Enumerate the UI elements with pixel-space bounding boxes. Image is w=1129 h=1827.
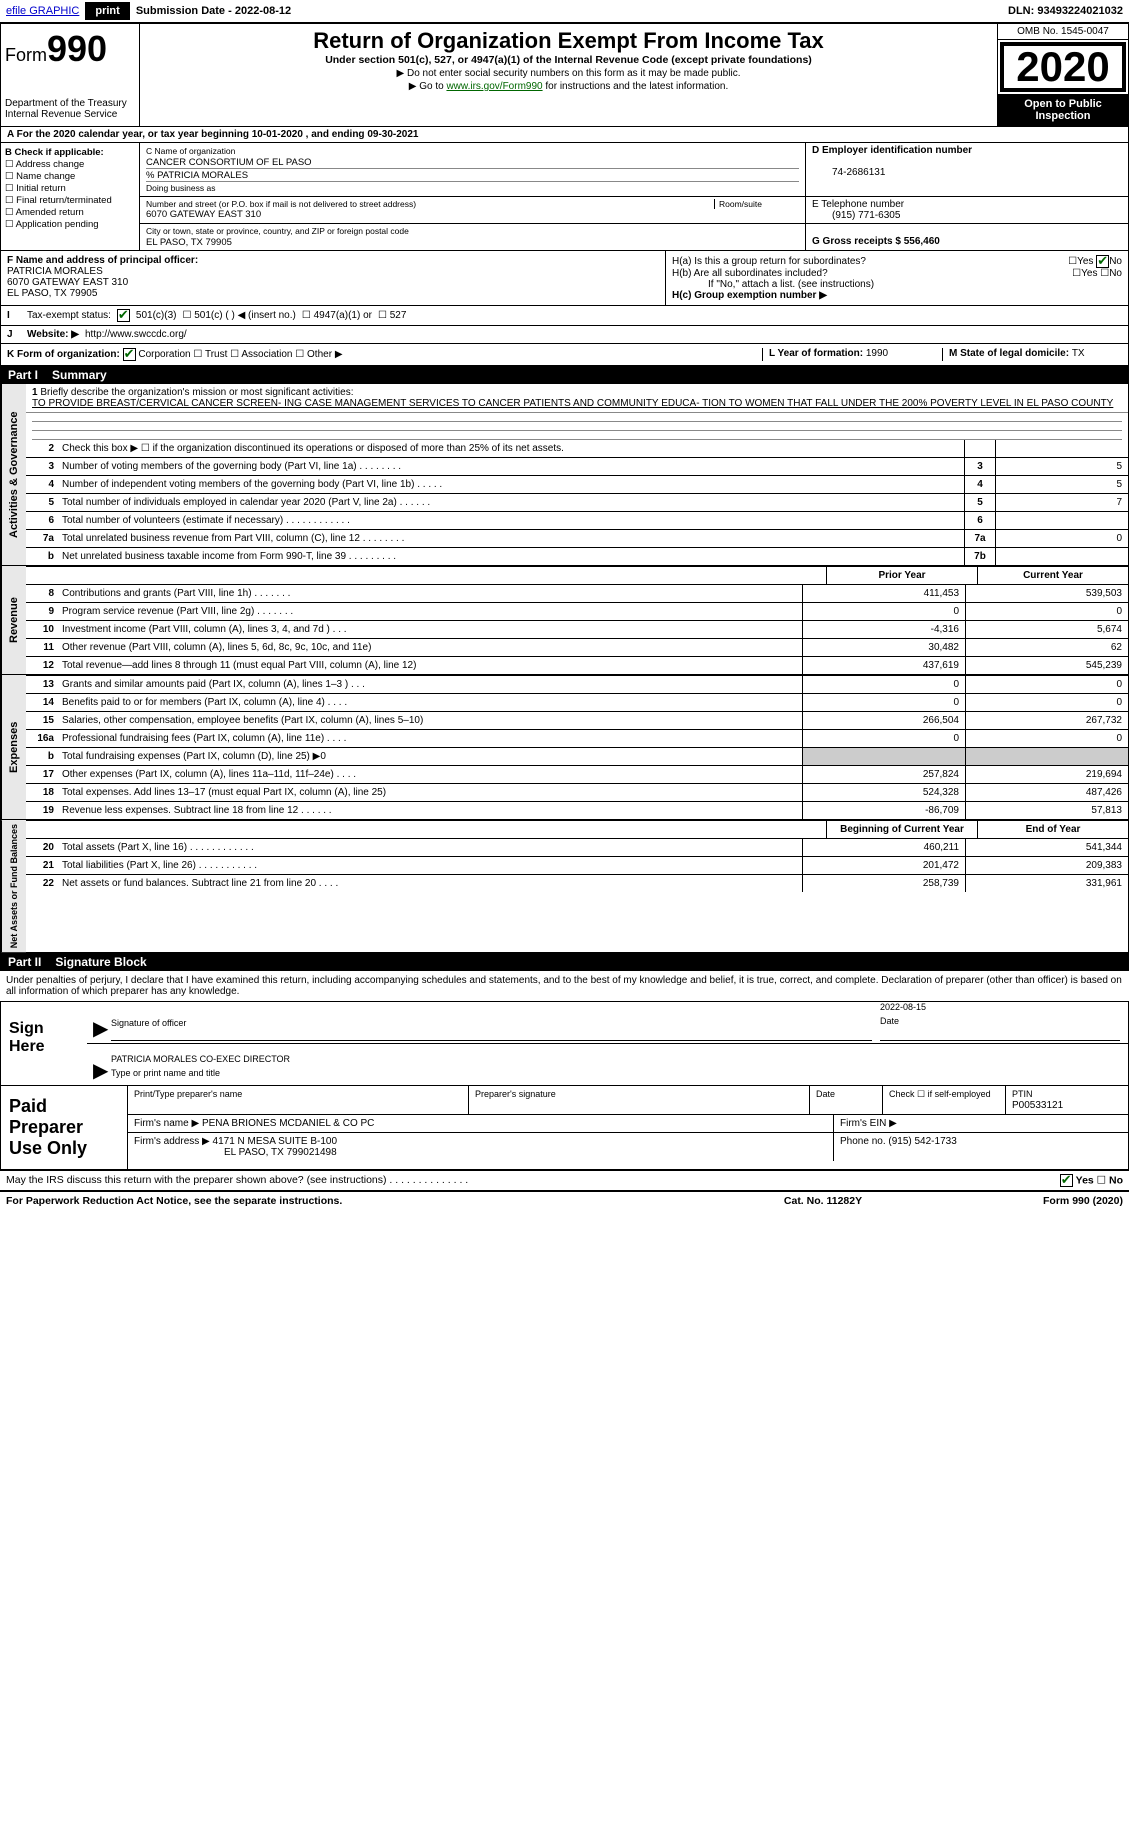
side-expenses: Expenses: [1, 675, 26, 819]
discuss-yes-cb[interactable]: [1060, 1174, 1073, 1187]
box-c: C Name of organizationCANCER CONSORTIUM …: [140, 143, 806, 196]
box-h: H(a) Is this a group return for subordin…: [666, 251, 1128, 305]
top-bar: efile GRAPHIC print Submission Date - 20…: [0, 0, 1129, 23]
print-button[interactable]: print: [85, 2, 129, 20]
side-netassets: Net Assets or Fund Balances: [1, 820, 26, 952]
form-subtitle: Under section 501(c), 527, or 4947(a)(1)…: [148, 54, 989, 66]
part1-header: Part I Summary: [0, 366, 1129, 384]
table-row: 16aProfessional fundraising fees (Part I…: [26, 729, 1128, 747]
table-row: 14Benefits paid to or for members (Part …: [26, 693, 1128, 711]
sign-here-label: Sign Here: [1, 1002, 87, 1085]
table-row: bTotal fundraising expenses (Part IX, co…: [26, 747, 1128, 765]
table-row: 17Other expenses (Part IX, column (A), l…: [26, 765, 1128, 783]
table-row: bNet unrelated business taxable income f…: [26, 547, 1128, 565]
table-row: 21Total liabilities (Part X, line 26) . …: [26, 856, 1128, 874]
table-row: 10Investment income (Part VIII, column (…: [26, 620, 1128, 638]
cb-final-return[interactable]: ☐ Final return/terminated: [5, 195, 135, 206]
tax-year: 2020: [1000, 42, 1126, 92]
side-governance: Activities & Governance: [1, 384, 26, 565]
form-title: Return of Organization Exempt From Incom…: [148, 28, 989, 54]
governance-section: Activities & Governance 1 Briefly descri…: [0, 384, 1129, 566]
box-b: B Check if applicable: ☐ Address change …: [1, 143, 140, 250]
discuss-row: May the IRS discuss this return with the…: [0, 1170, 1129, 1190]
table-row: 20Total assets (Part X, line 16) . . . .…: [26, 838, 1128, 856]
table-row: 12Total revenue—add lines 8 through 11 (…: [26, 656, 1128, 674]
arrow-icon: ▶: [93, 1058, 111, 1083]
table-row: 5Total number of individuals employed in…: [26, 493, 1128, 511]
table-row: 8Contributions and grants (Part VIII, li…: [26, 584, 1128, 602]
revenue-section: Revenue Prior YearCurrent Year 8Contribu…: [0, 566, 1129, 675]
sign-here-block: Sign Here ▶ Signature of officer 2022-08…: [0, 1001, 1129, 1086]
open-public-badge: Open to Public Inspection: [998, 94, 1128, 126]
box-d: D Employer identification number 74-2686…: [806, 143, 1128, 196]
line-i: I Tax-exempt status: 501(c)(3) ☐ 501(c) …: [0, 306, 1129, 326]
line-a: A For the 2020 calendar year, or tax yea…: [0, 127, 1129, 143]
department: Department of the Treasury Internal Reve…: [5, 98, 135, 120]
box-g: G Gross receipts $ 556,460: [806, 224, 1128, 250]
cb-address-change[interactable]: ☐ Address change: [5, 159, 135, 170]
line-k: K Form of organization: Corporation ☐ Tr…: [0, 344, 1129, 366]
form-note2: ▶ Go to www.irs.gov/Form990 for instruct…: [148, 81, 989, 92]
cb-name-change[interactable]: ☐ Name change: [5, 171, 135, 182]
table-row: 2Check this box ▶ ☐ if the organization …: [26, 440, 1128, 457]
header-grid: B Check if applicable: ☐ Address change …: [0, 143, 1129, 251]
dln: DLN: 93493224021032: [1008, 5, 1129, 17]
table-row: 4Number of independent voting members of…: [26, 475, 1128, 493]
website-url[interactable]: http://www.swccdc.org/: [85, 329, 187, 340]
table-row: 19Revenue less expenses. Subtract line 1…: [26, 801, 1128, 819]
efile-link[interactable]: efile GRAPHIC: [0, 5, 85, 17]
cb-pending[interactable]: ☐ Application pending: [5, 219, 135, 230]
footer: For Paperwork Reduction Act Notice, see …: [0, 1190, 1129, 1210]
sig-declaration: Under penalties of perjury, I declare th…: [0, 971, 1129, 1001]
form-number: Form990: [5, 28, 135, 70]
form-note1: ▶ Do not enter social security numbers o…: [148, 68, 989, 79]
paid-preparer-block: Paid Preparer Use Only Print/Type prepar…: [0, 1086, 1129, 1170]
box-c-city: City or town, state or province, country…: [140, 224, 806, 250]
arrow-icon: ▶: [93, 1016, 111, 1041]
line-j: J Website: ▶ http://www.swccdc.org/: [0, 326, 1129, 344]
table-row: 11Other revenue (Part VIII, column (A), …: [26, 638, 1128, 656]
part2-header: Part II Signature Block: [0, 953, 1129, 971]
table-row: 7aTotal unrelated business revenue from …: [26, 529, 1128, 547]
fh-row: F Name and address of principal officer:…: [0, 251, 1129, 306]
paid-preparer-label: Paid Preparer Use Only: [1, 1086, 128, 1169]
box-e: E Telephone number (915) 771-6305: [806, 197, 1128, 223]
table-row: 9Program service revenue (Part VIII, lin…: [26, 602, 1128, 620]
table-row: 15Salaries, other compensation, employee…: [26, 711, 1128, 729]
cb-initial-return[interactable]: ☐ Initial return: [5, 183, 135, 194]
cb-corp[interactable]: [123, 348, 136, 361]
omb-number: OMB No. 1545-0047: [998, 24, 1128, 40]
form-header: Form990 Department of the Treasury Inter…: [0, 23, 1129, 127]
side-revenue: Revenue: [1, 566, 26, 674]
netassets-section: Net Assets or Fund Balances Beginning of…: [0, 820, 1129, 953]
table-row: 13Grants and similar amounts paid (Part …: [26, 675, 1128, 693]
irs-link[interactable]: www.irs.gov/Form990: [446, 81, 542, 92]
box-c-addr: Number and street (or P.O. box if mail i…: [140, 197, 806, 223]
hb-no-checked: [1096, 255, 1109, 268]
box-f: F Name and address of principal officer:…: [1, 251, 666, 305]
cb-501c3[interactable]: [117, 309, 130, 322]
table-row: 3Number of voting members of the governi…: [26, 457, 1128, 475]
submission-date-label: Submission Date - 2022-08-12: [130, 5, 297, 17]
table-row: 18Total expenses. Add lines 13–17 (must …: [26, 783, 1128, 801]
mission-block: 1 Briefly describe the organization's mi…: [26, 384, 1128, 413]
cb-amended[interactable]: ☐ Amended return: [5, 207, 135, 218]
table-row: 6Total number of volunteers (estimate if…: [26, 511, 1128, 529]
table-row: 22Net assets or fund balances. Subtract …: [26, 874, 1128, 892]
expenses-section: Expenses 13Grants and similar amounts pa…: [0, 675, 1129, 820]
